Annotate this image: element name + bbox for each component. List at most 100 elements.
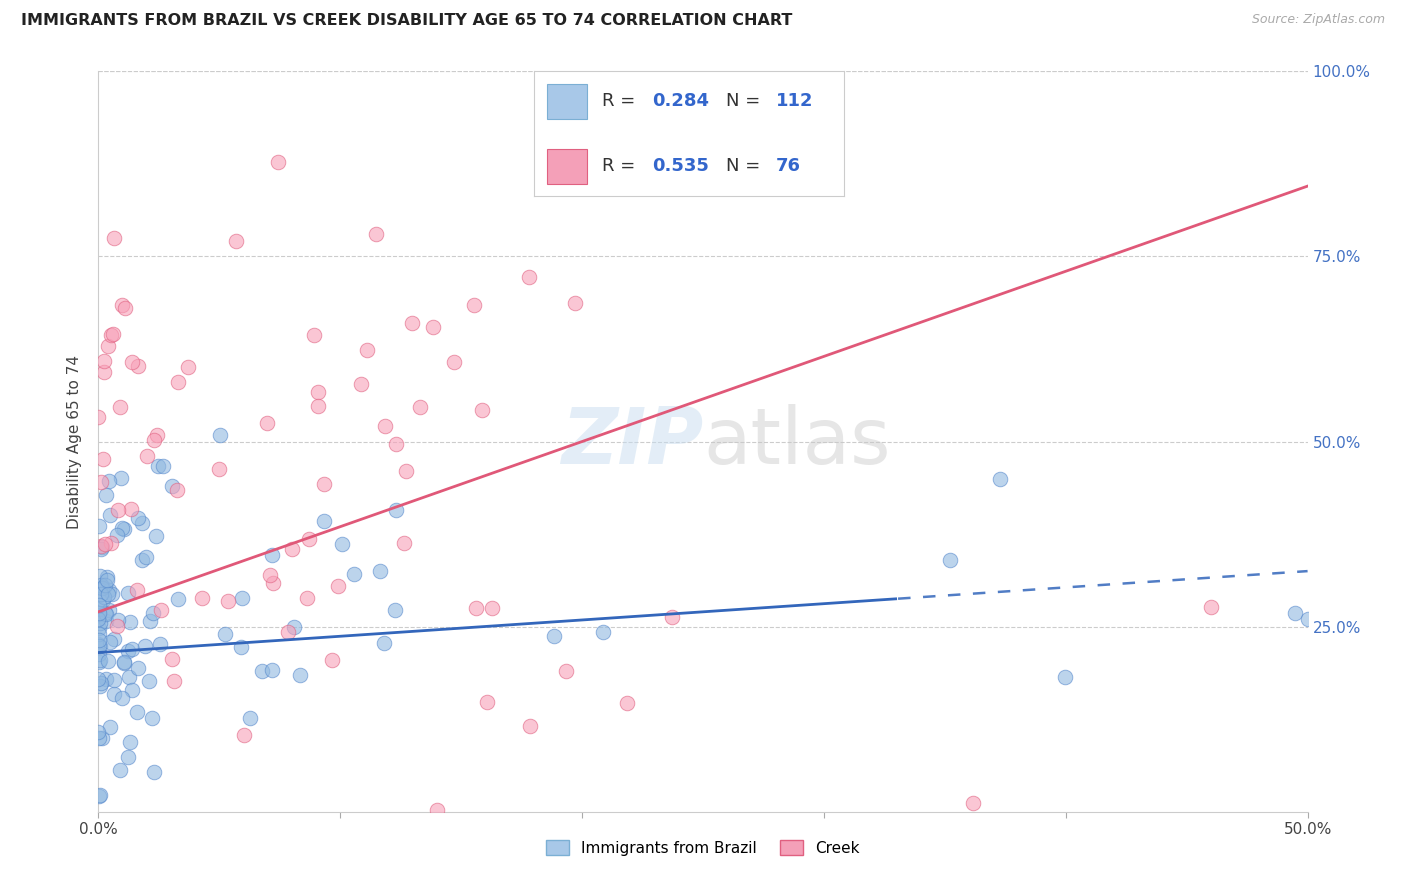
Point	[96, 607, 118, 621]
Point	[422, 319, 444, 334]
Point	[103, 687, 125, 701]
Point	[481, 601, 503, 615]
Text: 112: 112	[776, 93, 813, 111]
Point	[233, 728, 256, 742]
Point	[384, 603, 406, 617]
Point	[312, 476, 335, 491]
Point	[134, 639, 156, 653]
Point	[87, 731, 110, 745]
Point	[146, 428, 169, 442]
Point	[295, 591, 318, 605]
Point	[962, 797, 984, 811]
Point	[89, 679, 111, 693]
Point	[141, 711, 163, 725]
Point	[96, 574, 118, 588]
Point	[543, 629, 565, 643]
Point	[89, 626, 111, 640]
Point	[1284, 606, 1306, 620]
Point	[225, 234, 247, 248]
Point	[108, 764, 131, 778]
Point	[307, 384, 329, 399]
Point	[110, 471, 132, 485]
Point	[260, 663, 283, 677]
Point	[374, 419, 396, 434]
Point	[87, 621, 110, 635]
Text: R =: R =	[602, 93, 641, 111]
Point	[87, 655, 110, 669]
Point	[592, 625, 614, 640]
Point	[96, 569, 118, 583]
Point	[90, 542, 112, 557]
Point	[125, 705, 148, 719]
Point	[91, 592, 114, 607]
Point	[118, 670, 141, 684]
Point	[262, 575, 284, 590]
Point	[87, 599, 110, 613]
Text: N =: N =	[725, 93, 766, 111]
Y-axis label: Disability Age 65 to 74: Disability Age 65 to 74	[67, 354, 83, 529]
Text: R =: R =	[602, 157, 641, 175]
Point	[519, 719, 541, 733]
Point	[110, 690, 132, 705]
Point	[117, 586, 139, 600]
Text: 0.284: 0.284	[652, 93, 709, 111]
Point	[93, 591, 115, 605]
Point	[96, 488, 118, 502]
Point	[142, 607, 165, 621]
Point	[373, 635, 395, 649]
Point	[90, 540, 112, 554]
Point	[103, 326, 125, 341]
Point	[564, 296, 586, 310]
Point	[105, 527, 128, 541]
Point	[288, 668, 311, 682]
Point	[87, 602, 110, 616]
Point	[463, 298, 485, 312]
Point	[191, 591, 214, 606]
Point	[97, 603, 120, 617]
Point	[87, 612, 110, 626]
Point	[127, 359, 149, 373]
Point	[107, 613, 129, 627]
Point	[281, 541, 304, 556]
Point	[121, 355, 143, 369]
Point	[150, 603, 173, 617]
Point	[100, 327, 122, 342]
Point	[146, 458, 169, 473]
Point	[89, 475, 111, 489]
Point	[138, 673, 160, 688]
Point	[477, 695, 499, 709]
Point	[93, 365, 115, 379]
Point	[231, 640, 253, 654]
Point	[314, 514, 336, 528]
Point	[145, 529, 167, 543]
Point	[97, 339, 120, 353]
Point	[616, 696, 638, 710]
Point	[166, 592, 188, 607]
Point	[239, 711, 262, 725]
Point	[90, 675, 112, 690]
Point	[87, 789, 110, 804]
Point	[283, 620, 305, 634]
Point	[409, 400, 432, 414]
Point	[330, 537, 353, 551]
Point	[98, 474, 121, 488]
Point	[401, 317, 423, 331]
Point	[343, 567, 366, 582]
Point	[443, 354, 465, 368]
Legend: Immigrants from Brazil, Creek: Immigrants from Brazil, Creek	[538, 832, 868, 863]
Point	[89, 653, 111, 667]
Point	[262, 549, 284, 563]
Point	[127, 583, 149, 598]
Point	[131, 552, 153, 566]
Point	[471, 403, 494, 417]
Point	[91, 452, 114, 467]
Point	[93, 537, 115, 551]
Point	[108, 400, 131, 414]
Point	[90, 731, 112, 745]
Point	[94, 606, 117, 620]
Text: IMMIGRANTS FROM BRAZIL VS CREEK DISABILITY AGE 65 TO 74 CORRELATION CHART: IMMIGRANTS FROM BRAZIL VS CREEK DISABILI…	[21, 13, 793, 29]
Point	[464, 600, 486, 615]
Point	[89, 639, 111, 653]
Point	[117, 750, 139, 764]
Point	[160, 652, 183, 666]
